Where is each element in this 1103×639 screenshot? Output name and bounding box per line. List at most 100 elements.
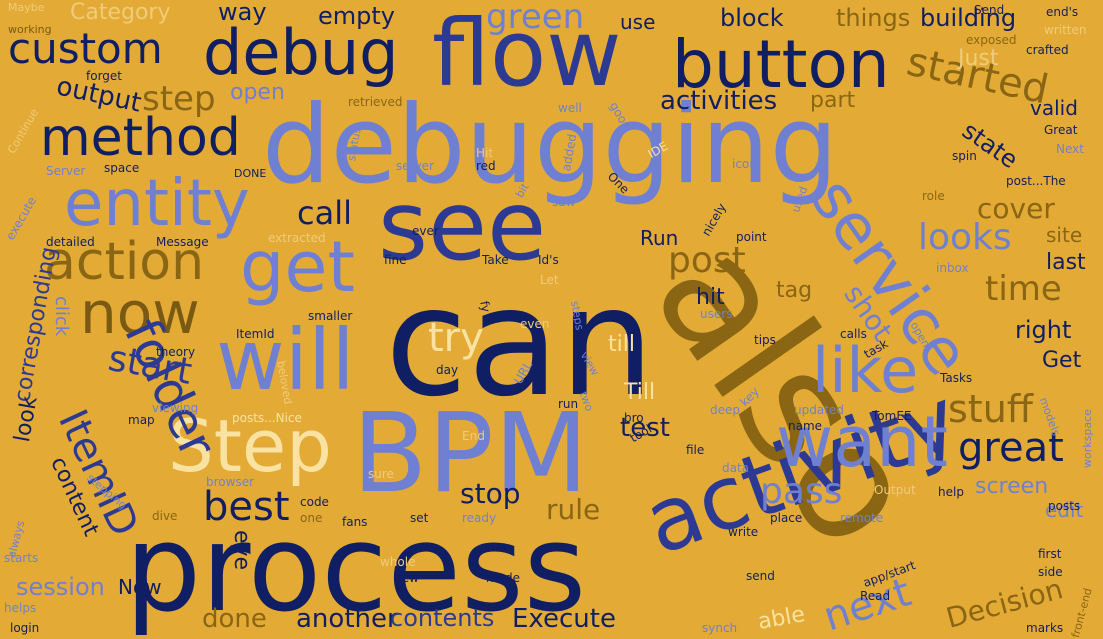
word-custom: custom: [8, 24, 163, 73]
word-click: click: [51, 296, 72, 337]
word-place: place: [770, 511, 803, 525]
word-detailed: detailed: [46, 235, 95, 249]
word-helps: helps: [4, 601, 37, 615]
word-mode: mode: [486, 571, 521, 585]
word-done: done: [202, 604, 267, 634]
word-cover: cover: [977, 192, 1055, 225]
word-browser: browser: [206, 475, 255, 489]
word-exposed: exposed: [966, 33, 1017, 47]
word-looks: looks: [918, 217, 1012, 258]
word-flow: flow: [432, 0, 622, 107]
word-ever: ever: [412, 224, 439, 238]
word-write: write: [728, 525, 759, 539]
word-look: look: [10, 394, 43, 444]
word-open: open: [230, 80, 285, 105]
word-space: space: [104, 161, 140, 175]
word-set: set: [410, 511, 429, 525]
word-message: Message: [156, 235, 209, 249]
word-able: able: [756, 602, 807, 635]
word-post-the: post...The: [1006, 174, 1066, 188]
word-well: well: [558, 101, 582, 115]
word-done2: DONE: [234, 167, 267, 180]
word-spin: spin: [952, 149, 977, 163]
word-send2: send: [746, 569, 775, 583]
word-valid: valid: [1030, 96, 1078, 120]
word-state: state: [957, 116, 1023, 175]
word-use: use: [620, 10, 656, 34]
word-stop: stop: [460, 477, 521, 510]
word-marks: marks: [1026, 621, 1064, 635]
word-remote: remote: [840, 511, 884, 525]
word-icon: icon: [732, 157, 757, 171]
word-code: code: [300, 495, 329, 509]
word-get: get: [240, 226, 355, 308]
word-green: green: [486, 0, 585, 37]
word-now2: Now: [118, 575, 162, 599]
word-block: block: [720, 4, 784, 32]
word-maybe: Maybe: [8, 1, 45, 14]
word-great2: Great: [1044, 123, 1078, 137]
word-post: post: [668, 240, 746, 281]
word-rule: rule: [546, 493, 601, 526]
word-deep: deep: [710, 403, 740, 417]
word-ends: end's: [1046, 5, 1079, 19]
word-entity: entity: [64, 167, 250, 241]
word-point: point: [736, 230, 767, 244]
word-like: like: [812, 334, 919, 407]
word-ready: ready: [462, 511, 497, 525]
word-theory: theory: [156, 345, 196, 359]
word-try: try: [428, 315, 484, 361]
word-inbox: inbox: [936, 261, 969, 275]
word-starts: starts: [4, 551, 39, 565]
word-login: login: [10, 621, 40, 635]
word-things: things: [836, 4, 911, 32]
word-bpm: BPM: [352, 389, 589, 517]
word-server2: server: [396, 159, 434, 173]
word-name: name: [788, 419, 823, 433]
word-send: Send: [974, 3, 1005, 17]
word-site: site: [1046, 223, 1083, 247]
word-last: last: [1046, 250, 1086, 275]
word-will: will: [216, 311, 355, 409]
word-eye: eye: [229, 530, 254, 571]
word-itemid2: ItemId: [236, 327, 275, 341]
word-tag: tag: [776, 278, 813, 303]
word-red: red: [476, 159, 496, 173]
word-test: test: [620, 413, 670, 443]
word-working: working: [8, 23, 52, 36]
word-great: great: [958, 425, 1064, 471]
word-another: another: [296, 604, 398, 634]
word-screen: screen: [975, 474, 1049, 499]
word-execute2: execute: [3, 194, 40, 243]
word-get2: Get: [1042, 348, 1082, 373]
word-data: data: [722, 461, 750, 475]
word-tasks: Tasks: [940, 371, 973, 385]
word-button: button: [672, 26, 890, 103]
word-tips: tips: [754, 333, 776, 347]
word-let: Let: [540, 273, 559, 287]
word-tomee: TomEE: [872, 409, 912, 423]
word-fy: fy: [477, 299, 493, 314]
word-process: process: [125, 500, 587, 639]
word-read: Read: [860, 589, 891, 603]
word-map: map: [128, 413, 155, 427]
word-viewing: viewing: [152, 401, 199, 415]
word-right: right: [1015, 316, 1072, 344]
word-hit: hit: [696, 285, 725, 310]
word-building: building: [920, 4, 1017, 32]
word-just: Just: [958, 46, 999, 71]
word-updated: updated: [794, 403, 844, 417]
word-debug: debug: [203, 16, 399, 89]
word-extracted: extracted: [268, 231, 326, 245]
word-sure: sure: [368, 467, 394, 481]
word-users: users: [700, 307, 733, 321]
word-execute: Execute: [512, 604, 616, 634]
word-file: file: [686, 443, 705, 457]
word-session: session: [16, 573, 105, 601]
word-hit2: Hit: [476, 146, 494, 160]
word-best: best: [203, 484, 290, 530]
word-till2: till: [608, 332, 635, 357]
word-now: now: [80, 279, 200, 347]
word-retrieved: retrieved: [348, 95, 403, 109]
